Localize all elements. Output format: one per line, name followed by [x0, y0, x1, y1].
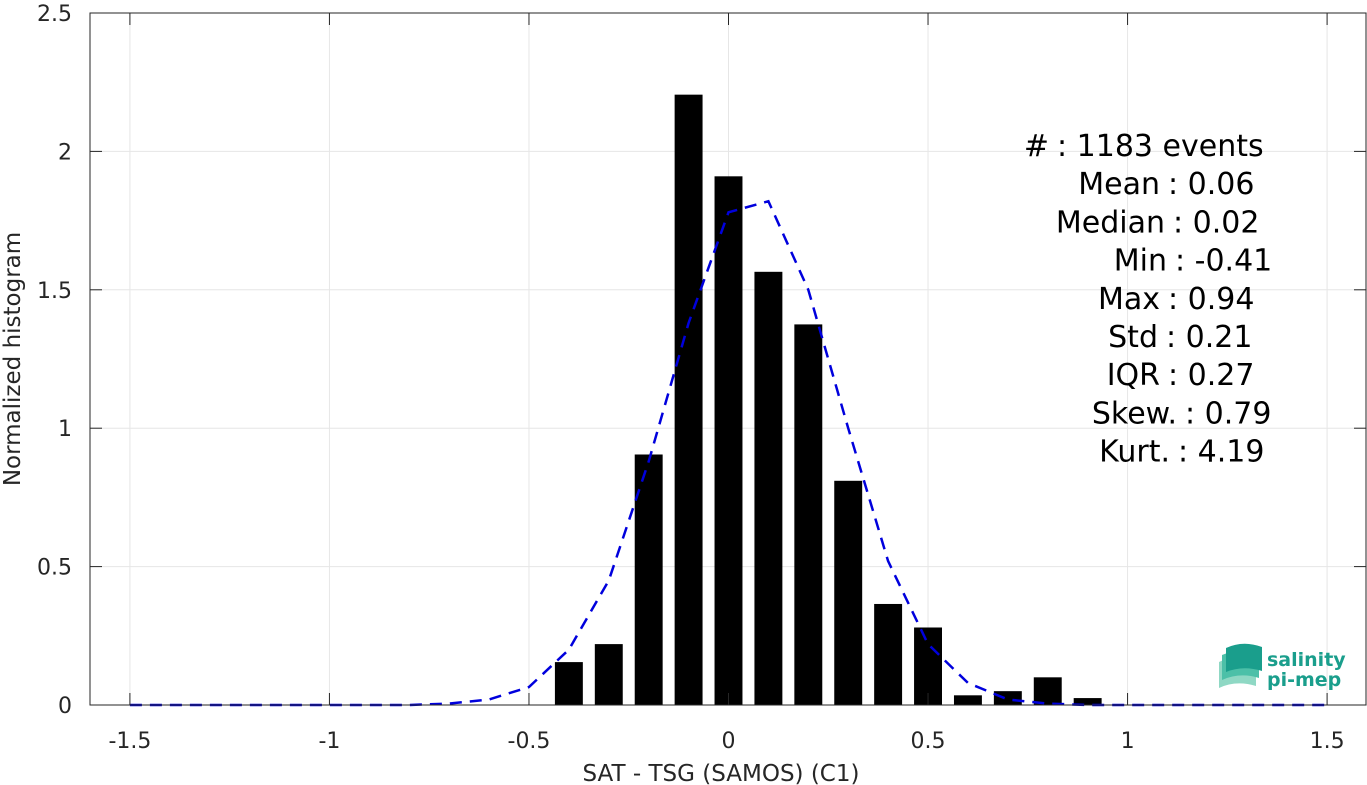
logo-text-pi-mep: pi-mep	[1267, 669, 1341, 691]
histogram-bars	[554, 94, 1102, 705]
histogram-bar	[874, 603, 903, 705]
histogram-bar	[634, 454, 663, 705]
x-tick-label: -1	[318, 729, 340, 754]
stat-label: Std	[1108, 320, 1158, 355]
stat-label: Mean	[1078, 167, 1160, 202]
stat-value: : 0.21	[1166, 320, 1252, 355]
stat-value: : -0.41	[1175, 244, 1272, 279]
stat-label: Median	[1056, 205, 1165, 240]
histogram-bar	[834, 480, 863, 705]
y-tick-label: 2.5	[37, 2, 72, 27]
x-axis-label: SAT - TSG (SAMOS) (C1)	[583, 761, 860, 785]
stat-value: : 1183 events	[1057, 129, 1264, 164]
y-tick-label: 0	[58, 694, 72, 719]
stat-label: Skew.	[1092, 396, 1177, 431]
logo-text-salinity: salinity	[1267, 649, 1346, 671]
histogram-bar	[554, 662, 583, 705]
histogram-bar	[1073, 698, 1102, 705]
x-tick-label: -0.5	[508, 729, 551, 754]
stat-label: IQR	[1107, 358, 1160, 393]
stat-value: : 0.06	[1168, 167, 1254, 202]
histogram-bar	[754, 271, 783, 705]
histogram-bar	[674, 94, 703, 705]
fit-curve	[129, 199, 1328, 707]
stat-label: #	[1024, 129, 1049, 164]
stat-label: Max	[1098, 282, 1160, 317]
stat-label: Min	[1114, 244, 1167, 279]
stat-value: : 0.02	[1173, 205, 1259, 240]
x-tick-label: 0.5	[911, 729, 946, 754]
y-axis-label: Normalized histogram	[0, 232, 26, 486]
stat-label: Kurt.	[1099, 435, 1170, 470]
logo-wave-icon	[1219, 643, 1262, 688]
x-tick-label: 1	[1121, 729, 1135, 754]
y-tick-labels: 0 0.5 1 1.5 2 2.5	[37, 2, 72, 719]
histogram-bar	[993, 691, 1022, 705]
x-tick-label: 1.5	[1310, 729, 1345, 754]
stat-value: : 0.79	[1185, 396, 1271, 431]
stat-value: : 4.19	[1178, 435, 1264, 470]
stat-value: : 0.27	[1168, 358, 1254, 393]
y-tick-label: 1	[58, 417, 72, 442]
axes	[89, 12, 1367, 706]
histogram-bar	[914, 627, 942, 705]
histogram-bar	[794, 324, 823, 705]
x-tick-label: 0	[722, 729, 736, 754]
y-tick-label: 1.5	[37, 279, 72, 304]
y-tick-label: 2	[58, 140, 72, 165]
histogram-bar	[714, 176, 743, 705]
y-tick-label: 0.5	[37, 556, 72, 581]
stat-value: : 0.94	[1168, 282, 1254, 317]
salinity-pi-mep-logo: salinity pi-mep	[1219, 643, 1346, 691]
histogram-bar	[1033, 677, 1062, 705]
histogram-bar	[953, 695, 982, 705]
x-tick-label: -1.5	[108, 729, 151, 754]
x-tick-labels: -1.5 -1 -0.5 0 0.5 1 1.5	[108, 729, 1344, 754]
histogram-bar	[594, 644, 623, 705]
